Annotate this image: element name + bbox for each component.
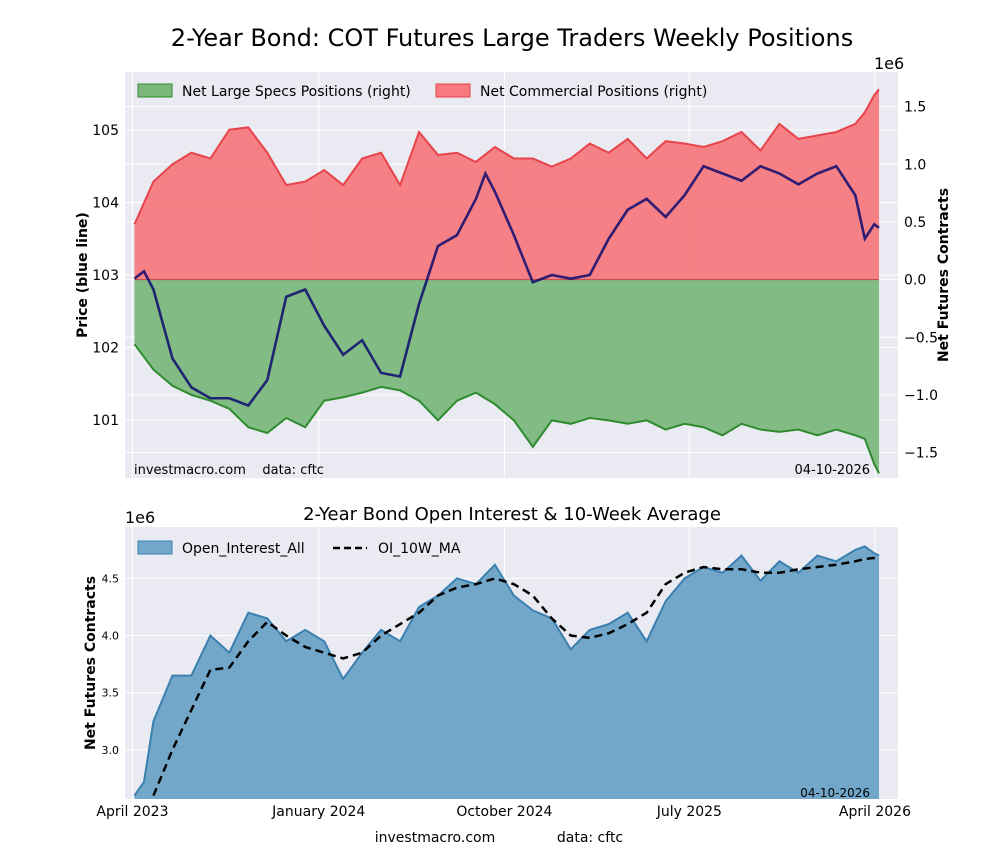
left-tick-2: 103 [92, 268, 119, 284]
specs-line [133, 343, 880, 474]
x-tick-4: April 2026 [839, 804, 911, 820]
bottom-y-ticks: 3.0 3.5 4.0 4.5 [102, 572, 120, 756]
bottom-ylabel: Net Futures Contracts [83, 576, 99, 750]
top-panel: 101 102 103 104 105 −1.5 −1.0 −0.5 0.0 0.5 1.0 1.5… [75, 54, 952, 478]
left-tick-3: 104 [92, 196, 119, 212]
right-tick-3: 0.0 [904, 273, 926, 289]
bottom-date-annotation: 04-10-2026 [800, 786, 870, 800]
top-left-ticks: 101 102 103 104 105 [92, 123, 119, 429]
x-tick-3: July 2025 [656, 804, 722, 820]
bottom-y-tick-3: 4.5 [102, 572, 120, 585]
bottom-legend: Open_Interest_All OI_10W_MA [137, 540, 461, 557]
top-date-annotation: 04-10-2026 [794, 463, 870, 478]
left-tick-1: 102 [92, 341, 119, 357]
footer-site: investmacro.com [375, 830, 495, 846]
open-interest-line [133, 545, 880, 797]
bottom-areas [133, 545, 880, 799]
x-tick-0: April 2023 [96, 804, 168, 820]
left-tick-4: 105 [92, 123, 119, 139]
right-tick-0: −1.5 [904, 446, 938, 462]
right-tick-6: 1.5 [904, 100, 926, 116]
legend-label-commercial: Net Commercial Positions (right) [480, 84, 707, 100]
figure-title: 2-Year Bond: COT Futures Large Traders W… [171, 24, 853, 52]
legend-label-specs: Net Large Specs Positions (right) [182, 84, 411, 100]
legend-swatch-oi [137, 540, 173, 555]
bottom-x-ticks: April 2023 January 2024 October 2024 July 2… [96, 804, 911, 820]
top-areas [133, 88, 880, 474]
bottom-chart-title: 2-Year Bond Open Interest & 10-Week Aver… [303, 504, 721, 525]
bottom-y-tick-1: 3.5 [102, 687, 120, 700]
left-tick-0: 101 [92, 413, 119, 429]
top-left-ylabel: Price (blue line) [75, 212, 91, 338]
legend-swatch-commercial [435, 83, 471, 98]
commercial-area [134, 89, 880, 280]
top-right-ylabel: Net Futures Contracts [936, 188, 952, 362]
top-right-scale-label: 1e6 [874, 54, 904, 73]
bottom-y-tick-0: 3.0 [102, 744, 120, 757]
right-tick-2: −0.5 [904, 330, 938, 346]
footer-source: data: cftc [557, 830, 623, 846]
bottom-scale-label: 1e6 [125, 508, 155, 527]
open-interest-area [134, 546, 880, 799]
legend-label-oi: Open_Interest_All [182, 541, 305, 557]
right-tick-5: 1.0 [904, 157, 926, 173]
right-tick-4: 0.5 [904, 215, 926, 231]
right-tick-1: −1.0 [904, 388, 938, 404]
x-tick-2: October 2024 [456, 804, 552, 820]
x-tick-1: January 2024 [271, 804, 365, 820]
top-legend: Net Large Specs Positions (right) Net Co… [137, 83, 707, 100]
top-source-annotation: investmacro.com data: cftc [134, 463, 324, 478]
legend-label-ma: OI_10W_MA [378, 541, 461, 557]
price-line [133, 164, 880, 408]
bottom-panel: 2-Year Bond Open Interest & 10-Week Aver… [83, 504, 911, 820]
bottom-y-tick-2: 4.0 [102, 630, 120, 643]
legend-swatch-specs [137, 83, 173, 98]
top-right-ticks: −1.5 −1.0 −0.5 0.0 0.5 1.0 1.5 [904, 100, 938, 462]
commercial-line [133, 88, 880, 225]
